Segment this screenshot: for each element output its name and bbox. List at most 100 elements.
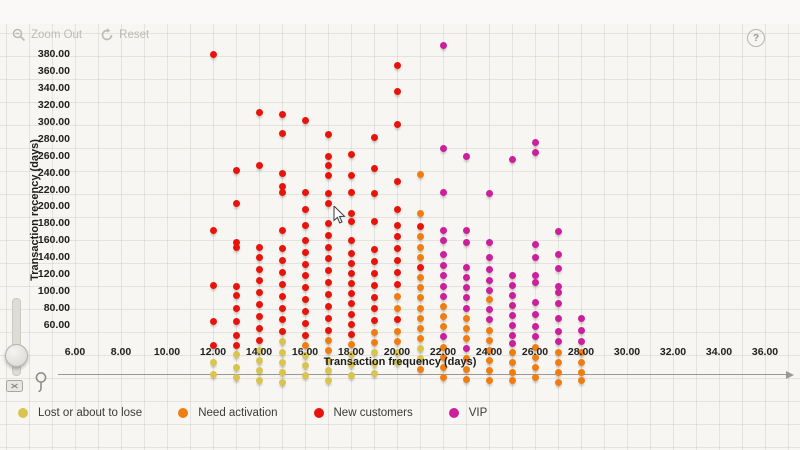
scatter-point[interactable]	[393, 328, 401, 336]
scatter-point[interactable]	[324, 279, 332, 287]
scatter-point[interactable]	[416, 263, 424, 271]
scatter-point[interactable]	[278, 110, 286, 118]
scatter-point[interactable]	[255, 301, 263, 309]
scatter-point[interactable]	[439, 343, 447, 351]
reset-button[interactable]: Reset	[100, 28, 149, 42]
scatter-point[interactable]	[347, 209, 355, 217]
zoom-slider-thumb[interactable]	[5, 344, 28, 367]
legend-item[interactable]: Need activation	[178, 407, 278, 419]
scatter-point[interactable]	[255, 357, 263, 365]
scatter-point[interactable]	[577, 348, 585, 356]
scatter-point[interactable]	[255, 313, 263, 321]
scatter-point[interactable]	[347, 361, 355, 369]
scatter-point[interactable]	[439, 42, 447, 50]
scatter-point[interactable]	[232, 351, 240, 359]
scatter-point[interactable]	[370, 359, 378, 367]
scatter-point[interactable]	[370, 317, 378, 325]
scatter-point[interactable]	[393, 178, 401, 186]
scatter-point[interactable]	[416, 355, 424, 363]
scatter-point[interactable]	[439, 374, 447, 382]
scatter-point[interactable]	[347, 341, 355, 349]
scatter-point[interactable]	[554, 251, 562, 259]
scatter-point[interactable]	[393, 120, 401, 128]
scatter-point[interactable]	[439, 272, 447, 280]
scatter-point[interactable]	[301, 307, 309, 315]
scatter-point[interactable]	[439, 363, 447, 371]
scatter-point[interactable]	[508, 271, 516, 279]
scatter-point[interactable]	[554, 300, 562, 308]
scatter-point[interactable]	[278, 338, 286, 346]
scatter-point[interactable]	[324, 152, 332, 160]
scatter-point[interactable]	[531, 241, 539, 249]
scatter-point[interactable]	[324, 219, 332, 227]
scatter-point[interactable]	[370, 281, 378, 289]
scatter-point[interactable]	[393, 221, 401, 229]
scatter-point[interactable]	[324, 171, 332, 179]
scatter-point[interactable]	[462, 355, 470, 363]
scatter-point[interactable]	[209, 370, 217, 378]
scatter-point[interactable]	[301, 296, 309, 304]
scatter-point[interactable]	[278, 368, 286, 376]
scatter-point[interactable]	[393, 280, 401, 288]
scatter-point[interactable]	[462, 324, 470, 332]
scatter-point[interactable]	[531, 271, 539, 279]
scatter-point[interactable]	[347, 249, 355, 257]
scatter-point[interactable]	[531, 323, 539, 331]
scatter-point[interactable]	[439, 236, 447, 244]
scatter-point[interactable]	[393, 358, 401, 366]
scatter-point[interactable]	[462, 314, 470, 322]
scatter-point[interactable]	[577, 326, 585, 334]
scatter-point[interactable]	[416, 233, 424, 241]
scatter-point[interactable]	[278, 348, 286, 356]
scatter-point[interactable]	[485, 286, 493, 294]
scatter-point[interactable]	[347, 351, 355, 359]
scatter-point[interactable]	[485, 377, 493, 385]
scatter-point[interactable]	[232, 363, 240, 371]
scatter-point[interactable]	[347, 259, 355, 267]
scatter-point[interactable]	[370, 269, 378, 277]
scatter-point[interactable]	[232, 283, 240, 291]
scatter-point[interactable]	[508, 291, 516, 299]
scatter-point[interactable]	[370, 349, 378, 357]
scatter-point[interactable]	[255, 289, 263, 297]
scatter-point[interactable]	[485, 367, 493, 375]
scatter-point[interactable]	[278, 280, 286, 288]
scatter-point[interactable]	[370, 258, 378, 265]
scatter-point[interactable]	[485, 276, 493, 284]
scatter-point[interactable]	[347, 218, 355, 226]
scatter-point[interactable]	[554, 264, 562, 272]
scatter-point[interactable]	[554, 314, 562, 322]
scatter-point[interactable]	[439, 302, 447, 310]
scatter-point[interactable]	[278, 182, 286, 190]
scatter-point[interactable]	[232, 318, 240, 326]
scatter-point[interactable]	[301, 116, 309, 124]
scatter-point[interactable]	[324, 255, 332, 263]
scatter-point[interactable]	[278, 189, 286, 197]
scatter-point[interactable]	[508, 321, 516, 329]
scatter-point[interactable]	[508, 340, 516, 348]
scatter-point[interactable]	[278, 304, 286, 312]
scatter-point[interactable]	[508, 281, 516, 289]
scatter-point[interactable]	[416, 253, 424, 261]
scatter-point[interactable]	[370, 339, 378, 347]
scatter-point[interactable]	[232, 331, 240, 339]
scatter-point[interactable]	[278, 245, 286, 253]
scatter-point[interactable]	[301, 284, 309, 292]
scatter-point[interactable]	[416, 243, 424, 251]
scatter-point[interactable]	[347, 330, 355, 338]
scatter-point[interactable]	[485, 346, 493, 354]
scatter-point[interactable]	[393, 304, 401, 312]
scatter-point[interactable]	[324, 346, 332, 354]
scatter-point[interactable]	[485, 326, 493, 334]
scatter-point[interactable]	[416, 314, 424, 322]
scatter-point[interactable]	[485, 316, 493, 324]
scatter-point[interactable]	[531, 148, 539, 156]
scatter-point[interactable]	[554, 227, 562, 235]
scatter-point[interactable]	[393, 233, 401, 241]
scatter-point[interactable]	[301, 236, 309, 244]
scatter-point[interactable]	[370, 369, 378, 377]
scatter-point[interactable]	[577, 358, 585, 366]
scatter-point[interactable]	[508, 156, 516, 164]
help-button[interactable]: ?	[747, 29, 765, 47]
scatter-point[interactable]	[531, 333, 539, 341]
